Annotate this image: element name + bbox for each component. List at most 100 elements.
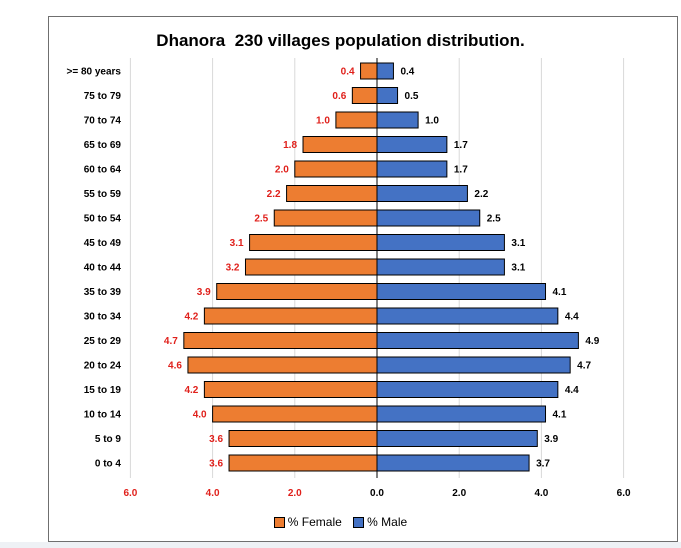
data-label-female: 1.8 (283, 140, 297, 151)
bar-male (376, 332, 579, 349)
category-label: 20 to 24 (84, 361, 122, 372)
data-label-male: 4.1 (553, 410, 567, 421)
legend-swatch-male (353, 516, 365, 528)
data-label-female: 3.1 (230, 238, 244, 249)
data-label-male: 2.5 (487, 214, 501, 225)
legend: % Female % Male (0, 515, 681, 531)
x-tick-label: 4.0 (534, 488, 548, 499)
bar-male (376, 454, 530, 472)
data-label-female: 4.2 (184, 312, 198, 323)
data-label-male: 1.7 (454, 140, 468, 151)
data-label-female: 3.6 (209, 434, 223, 445)
bar-male (376, 136, 448, 153)
legend-label-female: % Female (287, 515, 342, 529)
data-label-female: 1.0 (316, 116, 330, 127)
data-label-male: 1.7 (454, 165, 468, 176)
x-tick-label: 0.0 (370, 488, 384, 499)
x-tick-label: 2.0 (288, 488, 302, 499)
bar-male (376, 356, 571, 374)
category-label: 60 to 64 (84, 165, 122, 176)
bar-male (376, 111, 419, 129)
data-label-male: 2.2 (474, 189, 488, 200)
data-label-female: 3.2 (226, 263, 240, 274)
category-label: 40 to 44 (84, 263, 122, 274)
bar-female (187, 356, 378, 374)
data-label-male: 1.0 (425, 116, 439, 127)
legend-label-male: % Male (367, 515, 408, 529)
category-label: 70 to 74 (84, 116, 122, 127)
data-label-female: 3.6 (209, 459, 223, 470)
data-label-female: 3.9 (197, 287, 211, 298)
bar-female (212, 405, 378, 423)
labels: 6.0 4.0 2.0 0.0 2.0 4.0 6.0 >= 80 years 0.4 0.4 75… (67, 67, 631, 500)
bar-female (228, 430, 378, 447)
data-label-female: 4.7 (164, 336, 178, 347)
bar-female (351, 87, 378, 104)
bar-female (203, 307, 378, 325)
data-label-male: 4.9 (585, 336, 599, 347)
category-label: 65 to 69 (84, 140, 122, 151)
bar-female (216, 283, 378, 300)
bar-male (376, 160, 448, 178)
data-label-female: 4.2 (184, 385, 198, 396)
x-tick-label: 2.0 (452, 488, 466, 499)
bar-male (376, 87, 399, 104)
category-label: 10 to 14 (84, 410, 122, 421)
bar-female (228, 454, 378, 472)
bar-male (376, 185, 468, 202)
data-label-male: 3.1 (511, 263, 525, 274)
chart-title: Dhanora 230 villages population distribu… (156, 31, 525, 50)
data-label-female: 0.4 (341, 67, 355, 78)
data-label-female: 4.6 (168, 361, 182, 372)
category-label: 25 to 29 (84, 336, 122, 347)
bar-female (244, 258, 378, 276)
legend-item-male: % Male (353, 515, 407, 529)
bar-female (286, 185, 378, 202)
category-label: >= 80 years (67, 67, 122, 78)
bar-male (376, 430, 538, 447)
data-label-female: 4.0 (193, 410, 207, 421)
bar-female (360, 62, 378, 80)
data-label-male: 3.1 (511, 238, 525, 249)
data-label-male: 4.4 (565, 385, 579, 396)
bar-male (376, 307, 559, 325)
x-tick-label: 6.0 (123, 488, 137, 499)
data-label-male: 3.7 (536, 459, 550, 470)
bar-male (376, 405, 547, 423)
bar-female (249, 234, 378, 251)
bars (183, 58, 579, 478)
category-label: 0 to 4 (95, 459, 122, 470)
bar-male (376, 381, 559, 398)
data-label-male: 4.4 (565, 312, 579, 323)
data-label-female: 2.5 (254, 214, 268, 225)
data-label-female: 0.6 (332, 91, 346, 102)
category-label: 55 to 59 (84, 189, 122, 200)
bar-female (273, 209, 378, 227)
data-label-male: 4.7 (577, 361, 591, 372)
category-label: 75 to 79 (84, 91, 122, 102)
bar-male (376, 62, 394, 80)
category-label: 35 to 39 (84, 287, 122, 298)
bar-female (335, 111, 378, 129)
x-tick-label: 6.0 (617, 488, 631, 499)
x-tick-label: 4.0 (206, 488, 220, 499)
data-label-male: 0.5 (405, 91, 419, 102)
bar-male (376, 258, 505, 276)
bar-female (183, 332, 378, 349)
bottom-strip (0, 542, 681, 548)
data-label-male: 3.9 (544, 434, 558, 445)
category-label: 5 to 9 (95, 434, 122, 445)
category-label: 30 to 34 (84, 312, 122, 323)
legend-item-female: % Female (273, 515, 342, 529)
category-label: 50 to 54 (84, 214, 122, 225)
bar-male (376, 283, 547, 300)
category-label: 45 to 49 (84, 238, 122, 249)
data-label-female: 2.2 (267, 189, 281, 200)
data-label-male: 0.4 (400, 67, 414, 78)
category-label: 15 to 19 (84, 385, 122, 396)
data-label-female: 2.0 (275, 165, 289, 176)
bar-female (203, 381, 378, 398)
legend-swatch-female (273, 516, 285, 528)
bar-male (376, 234, 505, 251)
